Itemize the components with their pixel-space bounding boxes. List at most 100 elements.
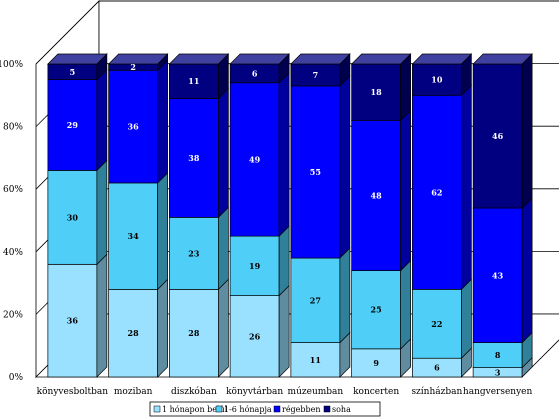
data-label: 9 — [373, 358, 379, 368]
data-label: 6 — [434, 363, 440, 373]
bar-top — [472, 53, 533, 65]
data-label: 7 — [313, 70, 319, 80]
category-label: könyvtárban — [226, 386, 283, 397]
data-label: 28 — [128, 328, 140, 338]
bar-segment-side — [218, 278, 229, 378]
bar-segment — [229, 82, 280, 237]
bar-segment — [351, 348, 401, 378]
data-label: 3 — [495, 367, 501, 377]
bar-segment-side — [157, 172, 168, 291]
bar-segment-side — [278, 71, 290, 237]
bar-top — [168, 53, 230, 65]
category-label: koncerten — [353, 387, 399, 397]
data-label: 22 — [431, 319, 442, 329]
bar-stack-múzeumban: 11 27 55 7 — [290, 53, 351, 378]
bar-top — [350, 53, 412, 65]
category-label: diszkóban — [171, 386, 217, 397]
bar-segment-side — [96, 159, 108, 266]
data-label: 29 — [67, 120, 79, 130]
legend-box — [149, 401, 381, 417]
bar-segment-side — [96, 253, 108, 378]
category-label: moziban — [114, 387, 153, 397]
category-label: könyvesboltban — [37, 387, 109, 397]
data-label: 49 — [249, 154, 261, 164]
bar-segment — [290, 257, 341, 343]
data-label: 48 — [371, 190, 383, 200]
data-label: 27 — [310, 295, 321, 305]
y-tick-label: 40% — [3, 248, 23, 258]
legend-swatch — [153, 405, 161, 413]
bar-segment-side — [157, 278, 168, 378]
bar-segment-side — [521, 53, 533, 209]
bar-segment — [290, 85, 341, 259]
bar-segment — [412, 63, 462, 96]
bar-top — [229, 53, 290, 65]
bar-segment-side — [96, 68, 108, 172]
legend-swatch — [323, 405, 331, 413]
category-label: múzeumban — [288, 386, 344, 397]
data-label: 11 — [310, 355, 321, 365]
bar-segment-side — [521, 197, 533, 344]
data-label: 62 — [431, 187, 442, 197]
bar-segment — [108, 289, 158, 378]
y-tick-label: 60% — [3, 185, 23, 195]
bar-segment-side — [400, 109, 411, 272]
data-label: 8 — [495, 350, 501, 360]
bar-segment — [412, 289, 462, 359]
bar-segment-side — [218, 87, 229, 219]
y-tick-label: 0% — [9, 373, 24, 383]
bar-top — [107, 53, 169, 65]
bar-segment — [47, 79, 98, 171]
data-label: 10 — [431, 75, 443, 85]
bar-segment — [169, 63, 219, 99]
legend-label: régebben — [282, 405, 321, 414]
bar-segment-side — [218, 206, 229, 291]
data-label: 46 — [492, 131, 504, 141]
bar-segment-side — [278, 225, 290, 297]
bar-stack-moziban: 28 34 36 2 — [107, 53, 169, 378]
bar-stack-könyvtárban: 26 19 49 6 — [229, 53, 290, 378]
y-tick-label: 100% — [0, 60, 23, 70]
data-label: 36 — [67, 316, 79, 326]
legend-label: 1 hónapon belül — [162, 405, 228, 414]
bar-segment — [472, 63, 523, 209]
data-label: 43 — [492, 270, 504, 280]
data-label: 26 — [249, 331, 261, 341]
data-label: 19 — [249, 261, 261, 271]
bar-segment — [351, 270, 401, 350]
bar-segment — [290, 342, 341, 378]
bar-segment — [472, 342, 523, 368]
legend-label: 1-6 hónapja — [224, 405, 272, 414]
bar-segment — [108, 69, 158, 184]
data-label: 30 — [67, 212, 79, 222]
data-label: 25 — [371, 305, 382, 315]
data-label: 18 — [371, 87, 383, 97]
bar-top — [290, 53, 351, 65]
data-label: 5 — [70, 67, 76, 77]
data-label: 2 — [130, 62, 136, 72]
category-label: hangversenyen — [463, 387, 533, 397]
category-label: színházban — [411, 386, 462, 397]
bar-segment — [229, 295, 280, 378]
y-tick-label: 20% — [3, 310, 23, 320]
bar-stack-könyvesboltban: 36 30 29 5 — [47, 53, 108, 378]
bar-stack-színházban: 6 22 62 10 — [411, 53, 473, 378]
bar-stack-diszkóban: 28 23 38 11 — [168, 53, 230, 378]
legend-swatch — [215, 405, 223, 413]
bar-stack-koncerten: 9 25 48 18 — [350, 53, 412, 378]
bar-segment — [169, 98, 219, 218]
bar-top — [47, 53, 108, 65]
bar-stack-hangversenyen: 3 8 43 46 — [472, 53, 533, 378]
bar-segment — [351, 63, 401, 121]
legend-label: soha — [332, 405, 351, 414]
bar-segment — [169, 289, 219, 378]
bar-top — [411, 53, 473, 65]
data-label: 23 — [188, 248, 200, 258]
bar-segment-side — [278, 284, 290, 378]
data-label: 55 — [310, 167, 321, 177]
bar-segment — [169, 217, 219, 290]
legend-swatch — [273, 405, 281, 413]
bar-segment-side — [157, 59, 168, 184]
